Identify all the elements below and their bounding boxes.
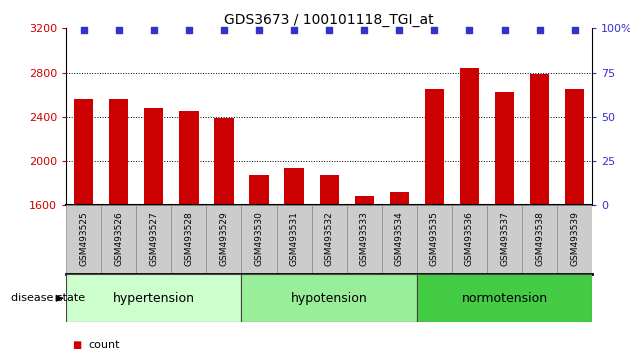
Text: GSM493528: GSM493528: [185, 211, 193, 266]
Point: [113, 27, 123, 33]
Text: GSM493535: GSM493535: [430, 211, 439, 266]
Text: GSM493536: GSM493536: [465, 211, 474, 266]
Bar: [66, 274, 241, 322]
Bar: [460, 68, 479, 205]
Text: hypertension: hypertension: [113, 292, 195, 305]
Bar: [180, 111, 198, 205]
Point: [359, 27, 369, 33]
Bar: [495, 92, 514, 205]
Point: [184, 27, 194, 33]
Bar: [522, 205, 557, 274]
Point: [289, 27, 299, 33]
Text: ■: ■: [72, 340, 82, 350]
Bar: [382, 205, 417, 274]
Bar: [417, 205, 452, 274]
Point: [324, 27, 334, 33]
Text: GSM493534: GSM493534: [395, 211, 404, 266]
Bar: [565, 89, 584, 205]
Bar: [277, 205, 312, 274]
Bar: [214, 118, 234, 205]
Point: [219, 27, 229, 33]
Point: [464, 27, 474, 33]
Bar: [285, 168, 304, 205]
Text: GSM493533: GSM493533: [360, 211, 369, 266]
Point: [500, 27, 510, 33]
Text: GSM493529: GSM493529: [219, 211, 229, 266]
Point: [79, 27, 89, 33]
Text: normotension: normotension: [461, 292, 547, 305]
Bar: [101, 205, 136, 274]
Text: GSM493538: GSM493538: [535, 211, 544, 266]
Text: GSM493526: GSM493526: [114, 211, 123, 266]
Bar: [74, 99, 93, 205]
Text: GSM493537: GSM493537: [500, 211, 509, 266]
Bar: [249, 176, 268, 205]
Bar: [171, 205, 207, 274]
Text: GSM493525: GSM493525: [79, 211, 88, 266]
Point: [570, 27, 580, 33]
Text: count: count: [88, 340, 120, 350]
Bar: [346, 205, 382, 274]
Text: GSM493532: GSM493532: [324, 211, 334, 266]
Text: GSM493530: GSM493530: [255, 211, 263, 266]
Text: hypotension: hypotension: [291, 292, 367, 305]
Bar: [241, 205, 277, 274]
Bar: [312, 205, 347, 274]
Point: [394, 27, 404, 33]
Bar: [136, 205, 171, 274]
Bar: [109, 99, 129, 205]
Bar: [319, 176, 339, 205]
Point: [254, 27, 264, 33]
Bar: [241, 274, 417, 322]
Text: GSM493539: GSM493539: [570, 211, 579, 266]
Bar: [66, 205, 101, 274]
Bar: [355, 196, 374, 205]
Bar: [557, 205, 592, 274]
Bar: [487, 205, 522, 274]
Text: GSM493531: GSM493531: [290, 211, 299, 266]
Bar: [417, 274, 592, 322]
Point: [429, 27, 439, 33]
Bar: [425, 89, 444, 205]
Text: GSM493527: GSM493527: [149, 211, 158, 266]
Bar: [144, 108, 163, 205]
Text: disease state: disease state: [11, 293, 85, 303]
Point: [534, 27, 544, 33]
Point: [149, 27, 159, 33]
Bar: [207, 205, 241, 274]
Bar: [390, 192, 409, 205]
Bar: [530, 74, 549, 205]
Title: GDS3673 / 100101118_TGI_at: GDS3673 / 100101118_TGI_at: [224, 13, 434, 27]
Bar: [452, 205, 487, 274]
